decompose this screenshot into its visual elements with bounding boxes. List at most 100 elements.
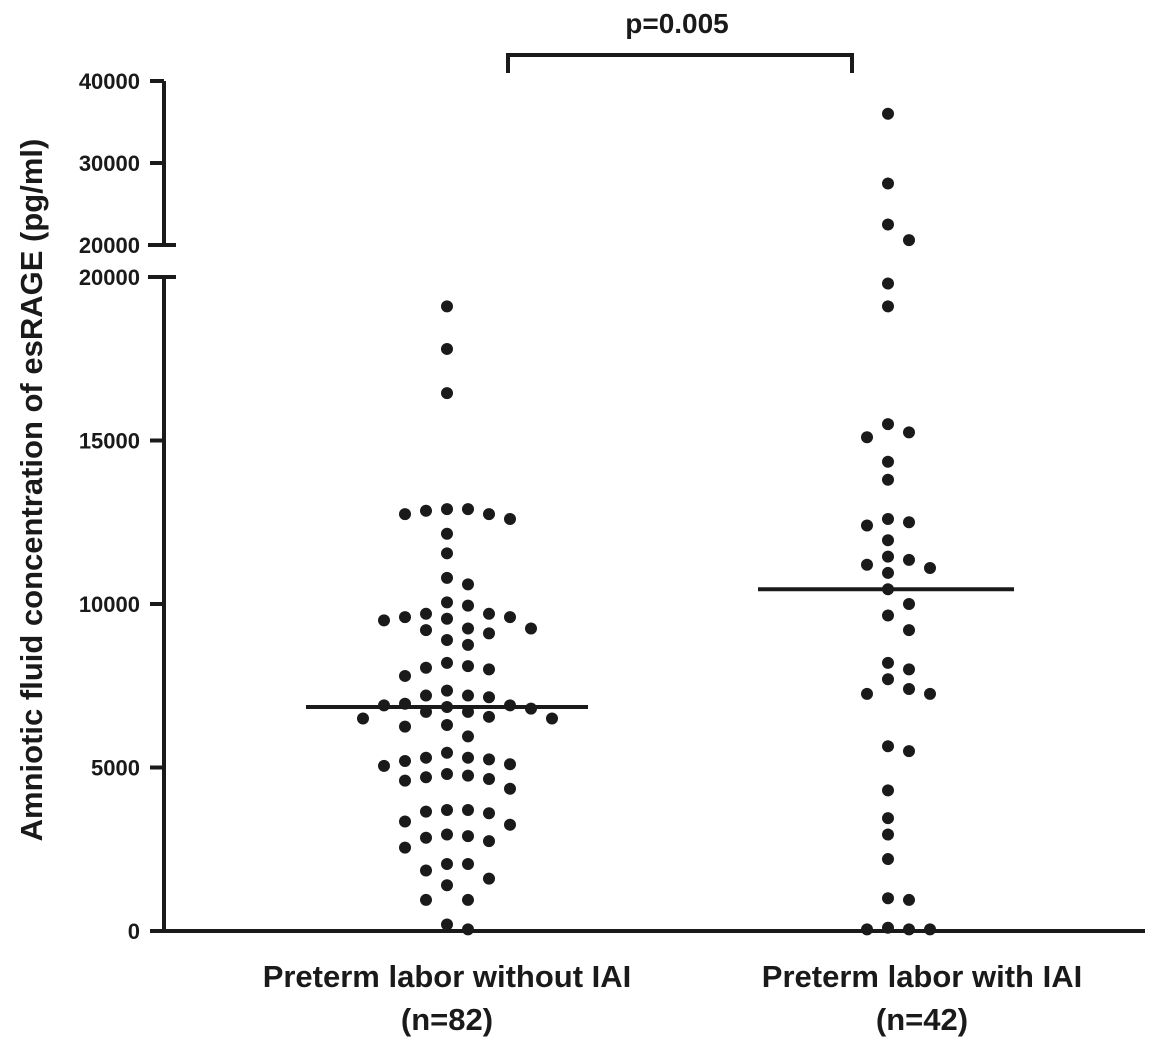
group-2-n: (n=42) [876,1002,968,1037]
data-point [441,547,453,560]
data-point [882,828,894,841]
data-point [441,879,453,892]
data-point [441,571,453,584]
data-point [882,455,894,468]
data-point [903,893,915,906]
data-point [882,673,894,686]
data-point [882,566,894,579]
data-point [462,830,474,843]
data-point [903,516,915,529]
data-point [882,534,894,547]
data-point [441,503,453,516]
data-point [483,772,495,785]
data-point [378,614,390,627]
y-tick-label: 40000 [79,69,140,94]
p-value-label: p=0.005 [625,8,729,39]
data-point [504,782,516,795]
y-tick-label: 10000 [79,592,140,617]
data-point [420,624,432,637]
data-point [483,753,495,766]
data-point [462,769,474,782]
data-point [399,669,411,682]
data-point [462,622,474,635]
data-point [441,596,453,609]
data-point [882,177,894,190]
data-point [462,638,474,651]
data-point [378,759,390,772]
data-point [441,527,453,540]
y-ticks: 0 5000 10000 15000 20000 20000 30000 40000 [79,69,164,944]
data-points [357,107,936,936]
y-tick-label: 30000 [79,151,140,176]
data-point [441,387,453,400]
data-point [462,804,474,817]
data-point [441,342,453,355]
data-point [483,872,495,885]
data-point [399,841,411,854]
data-point [882,740,894,753]
data-point [420,504,432,517]
group-1-label: Preterm labor without IAI [263,959,632,994]
data-point [399,720,411,733]
data-point [441,918,453,931]
data-point [903,745,915,758]
data-point [420,689,432,702]
data-point [861,923,873,936]
data-point [420,893,432,906]
data-point [483,607,495,620]
group-2-label: Preterm labor with IAI [762,959,1082,994]
data-point [882,512,894,525]
data-point [483,835,495,848]
data-point [903,624,915,637]
data-point [504,818,516,831]
data-point [462,599,474,612]
data-point [483,627,495,640]
data-point [441,746,453,759]
data-point [903,598,915,610]
data-point [861,431,873,444]
data-point [903,553,915,566]
data-point [399,815,411,828]
data-point [462,751,474,764]
data-point [546,712,558,725]
data-point [420,771,432,784]
data-point [420,831,432,844]
y-tick-label: 20000 [79,233,140,258]
data-point [399,754,411,767]
data-point [441,300,453,313]
data-point [441,768,453,781]
data-point [483,508,495,521]
data-point [420,751,432,764]
data-point [882,784,894,797]
y-tick-label: 0 [128,919,140,944]
data-point [462,893,474,906]
data-point [882,921,894,934]
data-point [420,864,432,877]
data-point [399,611,411,624]
data-point [861,558,873,571]
data-point [441,828,453,841]
data-point [504,758,516,771]
data-point [903,683,915,696]
data-point [420,805,432,818]
data-point [504,611,516,624]
median-lines [306,587,1014,710]
data-point [462,923,474,936]
data-point [483,807,495,820]
group-1-n: (n=82) [401,1002,493,1037]
data-point [882,812,894,825]
data-point [924,562,936,575]
data-point [882,300,894,313]
data-point [882,656,894,669]
significance-bracket: p=0.005 [506,8,854,73]
y-tick-label: 20000 [79,265,140,290]
data-point [441,718,453,731]
data-point [882,609,894,622]
data-point [462,730,474,743]
data-point [357,712,369,725]
data-point [441,804,453,817]
data-point [861,687,873,700]
y-axis-label: Amniotic fluid concentration of esRAGE (… [14,139,49,842]
data-point [399,774,411,787]
